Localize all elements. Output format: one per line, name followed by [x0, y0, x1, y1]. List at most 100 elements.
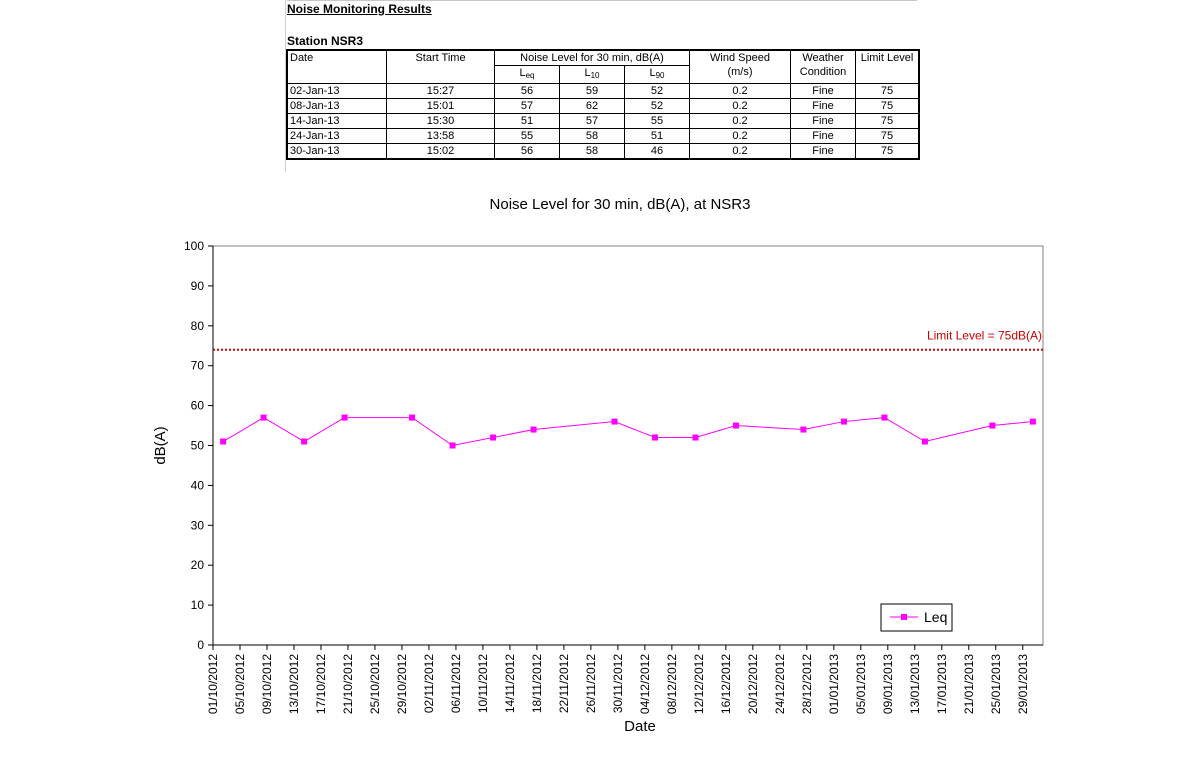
x-tick-label: 17/01/2013 [935, 654, 949, 714]
header-leq: Leq [494, 65, 560, 84]
x-tick-label: 01/01/2013 [827, 654, 841, 714]
y-tick-label: 80 [191, 319, 205, 333]
x-tick-label: 09/01/2013 [881, 654, 895, 714]
data-point [881, 414, 888, 421]
x-tick-label: 13/10/2012 [287, 654, 301, 714]
results-table: Date Start Time Noise Level for 30 min, … [286, 49, 920, 160]
cell-time: 13:58 [386, 128, 495, 144]
l90-main: L [649, 67, 656, 79]
cell-weather: Fine [790, 128, 856, 144]
x-axis-title: Date [624, 718, 656, 735]
data-point [260, 414, 267, 421]
data-point [409, 414, 416, 421]
x-tick-label: 26/11/2012 [584, 654, 598, 713]
y-axis-title: dB(A) [152, 426, 169, 464]
legend-marker [901, 614, 907, 620]
data-point [220, 438, 227, 445]
x-tick-label: 08/12/2012 [665, 654, 679, 714]
data-point [490, 434, 497, 441]
x-tick-label: 24/12/2012 [773, 654, 787, 714]
data-point [449, 442, 456, 449]
series-line-leq [222, 416, 1033, 447]
y-tick-label: 60 [191, 399, 205, 413]
cell-weather: Fine [790, 143, 856, 160]
cell-weather: Fine [790, 113, 856, 129]
data-point [921, 438, 928, 445]
top-rule [287, 0, 917, 1]
table-subheader-row: Leq L10 L90 [287, 65, 919, 84]
limit-level-label: Limit Level = 75dB(A) [927, 329, 1042, 343]
y-tick-label: 40 [191, 478, 205, 492]
y-tick-label: 50 [191, 439, 205, 453]
data-point [301, 438, 308, 445]
cell-wind: 0.2 [689, 143, 791, 160]
x-tick-label: 25/10/2012 [368, 654, 382, 714]
cell-date: 08-Jan-13 [286, 98, 387, 114]
x-tick-label: 04/12/2012 [638, 654, 652, 714]
data-point [732, 422, 739, 429]
y-tick-label: 10 [191, 598, 205, 612]
table-row: 02-Jan-13 15:27 56 59 52 0.2 Fine 75 [286, 83, 920, 99]
y-tick-label: 100 [184, 239, 204, 253]
y-tick-label: 30 [191, 518, 205, 532]
l90-sub: 90 [655, 71, 665, 80]
x-tick-label: 01/10/2012 [206, 654, 220, 714]
x-tick-label: 02/11/2012 [422, 654, 436, 713]
chart-title: Noise Level for 30 min, dB(A), at NSR3 [489, 196, 751, 213]
weather-label: Weather [802, 52, 844, 64]
x-tick-label: 29/01/2013 [1016, 654, 1030, 714]
weather-label-2: Condition [799, 66, 847, 78]
table-row: 08-Jan-13 15:01 57 62 52 0.2 Fine 75 [286, 98, 920, 114]
header-limit: Limit Level [855, 49, 920, 84]
legend-label: Leq [924, 609, 947, 625]
x-tick-label: 05/01/2013 [854, 654, 868, 714]
x-tick-label: 25/01/2013 [989, 654, 1003, 714]
y-tick-label: 0 [197, 638, 204, 652]
y-tick-label: 20 [191, 558, 205, 572]
x-tick-label: 06/11/2012 [449, 654, 463, 713]
x-tick-label: 22/11/2012 [557, 654, 571, 713]
data-point [1029, 418, 1036, 425]
y-tick-label: 70 [191, 359, 205, 373]
x-tick-label: 17/10/2012 [314, 654, 328, 714]
cell-limit: 75 [855, 128, 920, 144]
cell-date: 30-Jan-13 [286, 143, 387, 160]
table-row: 30-Jan-13 15:02 56 58 46 0.2 Fine 75 [286, 143, 920, 160]
data-point [840, 418, 847, 425]
x-tick-label: 30/11/2012 [611, 654, 625, 713]
cell-date: 02-Jan-13 [286, 83, 387, 99]
l10-main: L [584, 67, 591, 79]
header-start-time: Start Time [386, 49, 495, 84]
x-tick-label: 10/11/2012 [476, 654, 490, 713]
x-tick-label: 13/01/2013 [908, 654, 922, 714]
leq-sub: eq [525, 71, 535, 80]
l10-sub: 10 [590, 71, 600, 80]
data-point [651, 434, 658, 441]
x-tick-label: 20/12/2012 [746, 654, 760, 714]
cell-weather: Fine [790, 98, 856, 114]
cell-time: 15:02 [386, 143, 495, 160]
cell-limit: 75 [855, 83, 920, 99]
x-tick-label: 18/11/2012 [530, 654, 544, 713]
data-point [341, 414, 348, 421]
x-tick-label: 09/10/2012 [260, 654, 274, 714]
leq-main: L [519, 67, 526, 79]
data-point [611, 418, 618, 425]
cell-date: 24-Jan-13 [286, 128, 387, 144]
cell-leq: 51 [494, 113, 560, 129]
report-title: Noise Monitoring Results [287, 2, 432, 16]
x-tick-label: 21/01/2013 [962, 654, 976, 714]
cell-l90: 46 [624, 143, 690, 160]
table-row: 24-Jan-13 13:58 55 58 51 0.2 Fine 75 [286, 128, 920, 144]
cell-limit: 75 [855, 143, 920, 160]
data-point [800, 426, 807, 433]
x-tick-label: 12/12/2012 [692, 654, 706, 714]
wind-label: Wind Speed [710, 52, 770, 64]
cell-l10: 58 [559, 128, 625, 144]
x-tick-label: 16/12/2012 [719, 654, 733, 714]
cell-l10: 58 [559, 143, 625, 160]
left-rule [285, 0, 286, 172]
station-title: Station NSR3 [287, 34, 364, 48]
data-point [530, 426, 537, 433]
